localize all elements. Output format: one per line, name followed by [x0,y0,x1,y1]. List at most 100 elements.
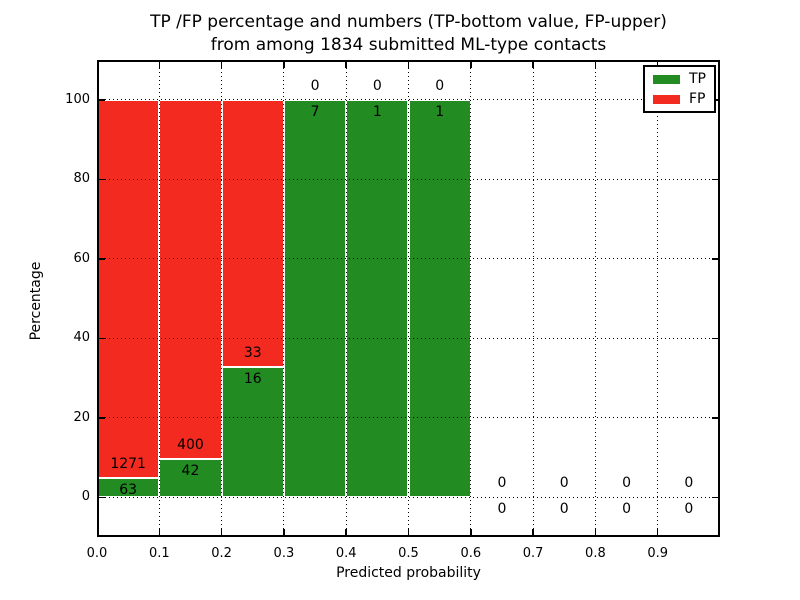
x-tick-mark-bottom [407,529,410,535]
bar-tp-segment [408,99,471,498]
fp-count-label: 0 [435,77,445,94]
x-tick-mark-bottom [470,529,472,535]
x-tick-mark-top [532,62,534,68]
bar-tp-segment [221,367,284,498]
y-tick-mark-right [712,178,718,180]
y-tick-label: 100 [65,91,90,107]
y-tick-label: 60 [73,250,90,266]
fp-count-label: 0 [372,77,382,94]
gridline-vertical [408,60,409,537]
gridline-horizontal [97,178,720,180]
x-tick-mark-top [407,62,410,68]
x-tick-mark-bottom [656,529,659,535]
bar-tp-segment [159,459,222,498]
spine-bottom [97,535,720,537]
y-tick-mark-left [99,99,105,101]
y-tick-mark-left [99,496,105,498]
gridline-vertical [470,60,472,537]
fp-count-label: 0 [559,475,569,492]
bar-fp-segment [221,99,284,368]
y-tick-mark-left [99,337,105,339]
tp-count-label: 0 [684,501,694,518]
tp-count-label: 0 [559,501,569,518]
x-tick-mark-top [594,62,597,68]
tp-count-label: 1 [435,103,445,120]
gridline-horizontal [97,99,720,101]
chart-title: TP /FP percentage and numbers (TP-bottom… [97,11,720,57]
x-tick-label: 0.2 [211,546,232,561]
x-tick-label: 0.1 [148,546,170,561]
tp-count-label: 16 [243,371,262,388]
x-tick-mark-top [283,62,285,68]
spine-top [97,60,720,62]
x-tick-mark-bottom [594,529,597,535]
tp-count-label: 7 [310,103,320,120]
legend-item-tp: TP [653,71,706,87]
x-tick-mark-bottom [158,529,161,535]
x-tick-label: 0.6 [460,546,482,561]
chart-title-line1: TP /FP percentage and numbers (TP-bottom… [150,12,667,32]
tp-count-label: 42 [181,463,200,480]
gridline-horizontal [97,337,720,339]
x-tick-mark-top [345,62,347,68]
gridline-horizontal [97,496,720,498]
x-tick-label: 0.5 [398,546,419,561]
x-tick-label: 0.4 [335,546,357,561]
fp-count-label: 0 [310,77,320,94]
y-tick-mark-right [712,258,718,260]
legend-label-tp: TP [689,71,706,87]
gridline-horizontal [97,417,720,419]
legend-item-fp: FP [653,91,706,107]
chart-title-line2: from among 1834 submitted ML-type contac… [210,35,607,55]
gridline-vertical [158,60,160,537]
y-tick-mark-right [712,496,718,498]
gridline-vertical [345,60,347,537]
fp-count-label: 33 [243,345,262,362]
gridline-vertical [532,60,534,537]
x-tick-mark-bottom [345,529,347,535]
x-tick-mark-top [220,62,223,68]
legend-swatch-fp-icon [653,94,680,104]
gridline-horizontal [97,258,720,260]
plot-area: TP FP 1271 63 400 42 33 16 0 7 0 1 0 1 0 0 0 0 0 0 0 0 [97,60,720,537]
y-tick-mark-left [99,417,105,419]
x-tick-mark-top [470,62,472,68]
gridline-vertical [283,60,285,537]
y-tick-label: 80 [73,171,90,187]
bar-fp-segment [97,99,160,479]
y-tick-mark-right [712,337,718,339]
bar-tp-segment [283,99,347,498]
tp-count-label: 63 [119,482,138,499]
x-tick-label: 0.0 [86,546,108,561]
fp-count-label: 0 [684,475,694,492]
y-tick-mark-right [712,417,718,419]
legend-swatch-tp-icon [653,74,680,84]
fp-count-label: 0 [622,475,631,492]
x-tick-mark-bottom [283,529,285,535]
gridline-vertical [221,60,223,537]
x-tick-label: 0.8 [585,546,606,561]
y-tick-mark-left [99,258,105,260]
fp-count-label: 1271 [110,456,146,473]
spine-left [97,60,99,537]
x-tick-label: 0.9 [647,546,669,561]
legend: TP FP [643,65,716,113]
x-tick-mark-bottom [220,529,223,535]
y-tick-mark-left [99,178,105,180]
x-tick-label: 0.3 [273,546,295,561]
gridline-vertical [594,60,596,537]
x-tick-mark-top [97,62,99,68]
tp-count-label: 1 [372,103,382,120]
gridline-vertical [657,60,659,537]
fp-count-label: 400 [177,437,204,454]
y-tick-label: 40 [73,330,90,346]
tp-count-label: 0 [497,501,507,518]
x-tick-mark-bottom [532,529,534,535]
y-tick-label: 20 [73,409,90,425]
x-tick-label: 0.7 [522,546,544,561]
bar-tp-segment [346,99,409,498]
legend-label-fp: FP [689,91,706,107]
x-tick-mark-top [158,62,161,68]
x-axis-label: Predicted probability [336,565,481,581]
x-tick-mark-bottom [97,529,99,535]
